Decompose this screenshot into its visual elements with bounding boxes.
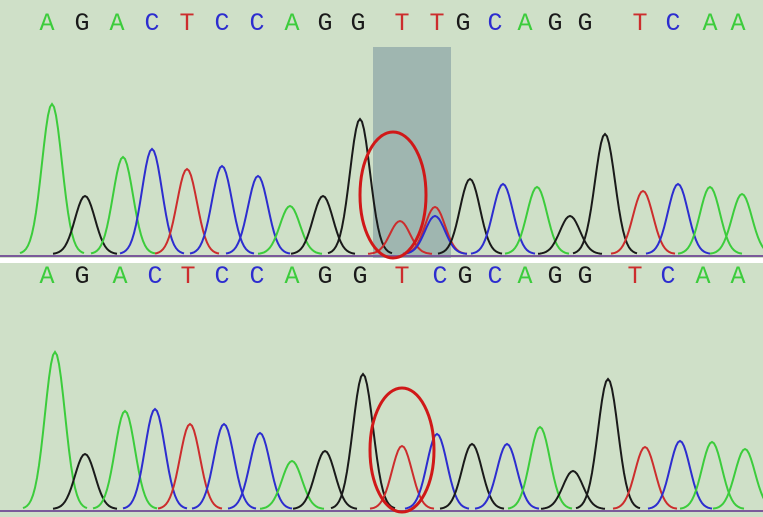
- base-letter: A: [695, 262, 710, 291]
- trace-peak: [122, 407, 188, 510]
- base-letter: A: [284, 262, 299, 291]
- trace-peak: [22, 350, 88, 510]
- trace-peak: [157, 422, 223, 510]
- base-letter: G: [547, 262, 562, 291]
- base-letter: C: [214, 262, 229, 291]
- trace-peak: [677, 185, 743, 255]
- base-letter: T: [394, 9, 409, 38]
- base-letter: G: [457, 262, 472, 291]
- trace-peak: [227, 431, 293, 510]
- trace-peak: [52, 194, 118, 255]
- trace-peak: [404, 432, 470, 510]
- base-letter: A: [109, 9, 124, 38]
- base-letter: G: [577, 9, 592, 38]
- trace-peak: [19, 102, 85, 255]
- highlight-ellipse: [368, 386, 436, 514]
- base-letter: G: [74, 262, 89, 291]
- trace-peak: [679, 440, 745, 510]
- base-letter: C: [660, 262, 675, 291]
- trace-peak: [52, 452, 118, 510]
- base-letter: A: [39, 262, 54, 291]
- trace-peak: [191, 422, 257, 510]
- base-letter: A: [517, 9, 532, 38]
- trace-peak: [369, 444, 435, 510]
- base-letter: G: [350, 9, 365, 38]
- trace-peak: [90, 155, 156, 255]
- trace-peak: [647, 439, 713, 510]
- trace-peak: [437, 177, 503, 255]
- base-letter: A: [702, 9, 717, 38]
- base-letter: T: [627, 262, 642, 291]
- trace-peak: [540, 469, 606, 510]
- base-letter: T: [179, 9, 194, 38]
- trace-peak: [327, 117, 393, 255]
- base-letter: T: [632, 9, 647, 38]
- traces: [19, 102, 763, 510]
- trace-peak: [292, 449, 358, 510]
- trace-peak: [92, 409, 158, 510]
- trace-peak: [572, 132, 638, 255]
- base-letter: C: [249, 9, 264, 38]
- trace-peak: [709, 192, 763, 255]
- panel-background: [0, 263, 763, 517]
- base-letter: C: [487, 9, 502, 38]
- trace-peak: [189, 164, 255, 255]
- base-letter: A: [730, 9, 745, 38]
- base-letter: G: [455, 9, 470, 38]
- trace-peak: [259, 459, 325, 510]
- trace-peak: [154, 167, 220, 255]
- trace-peak: [645, 182, 711, 255]
- trace-peak: [537, 214, 603, 255]
- base-letter: C: [144, 9, 159, 38]
- base-letter: T: [180, 262, 195, 291]
- base-letter: G: [317, 262, 332, 291]
- trace-peak: [575, 377, 641, 510]
- trace-peak: [119, 147, 185, 255]
- base-letter: C: [147, 262, 162, 291]
- base-letter: T: [429, 9, 444, 38]
- base-letter: G: [547, 9, 562, 38]
- base-letter: G: [74, 9, 89, 38]
- base-letter: A: [284, 9, 299, 38]
- trace-peak: [610, 189, 676, 255]
- trace-peak: [402, 214, 468, 255]
- trace-peak: [474, 442, 540, 510]
- trace-peak: [507, 425, 573, 510]
- base-letter: A: [112, 262, 127, 291]
- trace-peak: [712, 447, 763, 510]
- trace-peak: [612, 445, 678, 510]
- base-letter: C: [665, 9, 680, 38]
- trace-peak: [257, 204, 323, 255]
- highlight: [373, 47, 451, 258]
- base-letter: G: [352, 262, 367, 291]
- base-letter: C: [432, 262, 447, 291]
- trace-peak: [470, 182, 536, 255]
- base-letter: G: [577, 262, 592, 291]
- base-letter: T: [394, 262, 409, 291]
- base-letter: C: [249, 262, 264, 291]
- base-letter: C: [487, 262, 502, 291]
- trace-peak: [225, 174, 291, 255]
- base-letter: A: [39, 9, 54, 38]
- base-letter: A: [730, 262, 745, 291]
- base-letter: C: [214, 9, 229, 38]
- trace-peak: [290, 194, 356, 255]
- trace-peak: [439, 442, 505, 510]
- highlight-ellipse: [358, 130, 428, 260]
- base-letter: A: [517, 262, 532, 291]
- base-letter: G: [317, 9, 332, 38]
- trace-peak: [504, 185, 570, 255]
